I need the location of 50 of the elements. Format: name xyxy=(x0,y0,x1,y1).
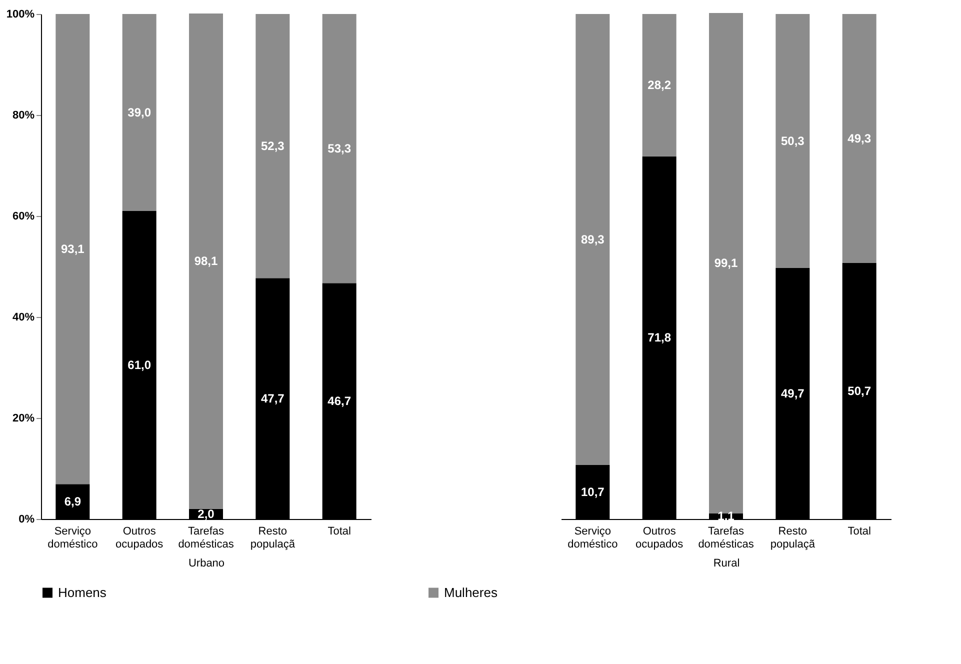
data-label: 10,7 xyxy=(580,484,605,499)
data-label: 2,0 xyxy=(198,506,215,521)
x-tick-label: Resto populaçã xyxy=(250,526,296,550)
x-axis-title: Urbano xyxy=(188,558,225,570)
y-tick-label: 60% xyxy=(12,210,35,222)
bar xyxy=(642,14,676,156)
data-label: 46,7 xyxy=(328,394,352,408)
data-label: 93,1 xyxy=(60,242,85,256)
x-tick-label: Outros ocupados xyxy=(635,526,684,550)
data-label: 28,2 xyxy=(648,78,672,92)
x-tick-label: Resto populaçã xyxy=(770,526,816,550)
data-label: 50,7 xyxy=(848,384,872,398)
x-tick-label: Total xyxy=(848,526,871,538)
bar xyxy=(776,14,810,268)
bar xyxy=(189,13,223,509)
bar xyxy=(576,14,610,465)
bar xyxy=(842,14,876,263)
x-tick-label: Total xyxy=(328,526,351,538)
bar xyxy=(256,14,290,278)
data-label: 49,7 xyxy=(780,386,805,401)
data-label: 39,0 xyxy=(128,105,152,120)
data-label: 99,1 xyxy=(714,256,738,270)
data-label: 47,7 xyxy=(260,392,285,406)
data-label: 1,1 xyxy=(718,509,735,524)
y-tick-label: 80% xyxy=(12,110,35,122)
data-label: 89,3 xyxy=(580,232,605,246)
data-label: 71,8 xyxy=(648,330,672,345)
y-tick-label: 40% xyxy=(12,312,35,324)
bar xyxy=(322,14,356,284)
bar xyxy=(122,14,156,211)
data-label: 53,3 xyxy=(328,142,352,156)
x-tick-label: Tarefas domésticas xyxy=(698,526,754,550)
x-tick-label: Tarefas domésticas xyxy=(178,526,234,550)
x-tick-label: Serviço doméstico xyxy=(568,526,618,550)
data-label: 98,1 xyxy=(194,254,218,268)
data-label: 52,3 xyxy=(260,139,285,154)
legend-label: Homens xyxy=(58,584,107,600)
data-label: 49,3 xyxy=(848,131,872,146)
x-tick-label: Serviço doméstico xyxy=(48,526,98,550)
bar xyxy=(56,14,90,484)
data-label: 50,3 xyxy=(780,134,805,148)
y-tick-label: 20% xyxy=(12,412,35,424)
bar xyxy=(709,12,743,514)
x-axis-title: Rural xyxy=(713,558,740,570)
data-label: 61,0 xyxy=(128,358,152,372)
x-tick-label: Outros ocupados xyxy=(115,526,164,550)
y-tick-label: 100% xyxy=(6,8,35,20)
y-tick-label: 0% xyxy=(18,514,35,526)
legend-label: Mulheres xyxy=(444,584,498,600)
data-label: 6,9 xyxy=(64,494,82,509)
